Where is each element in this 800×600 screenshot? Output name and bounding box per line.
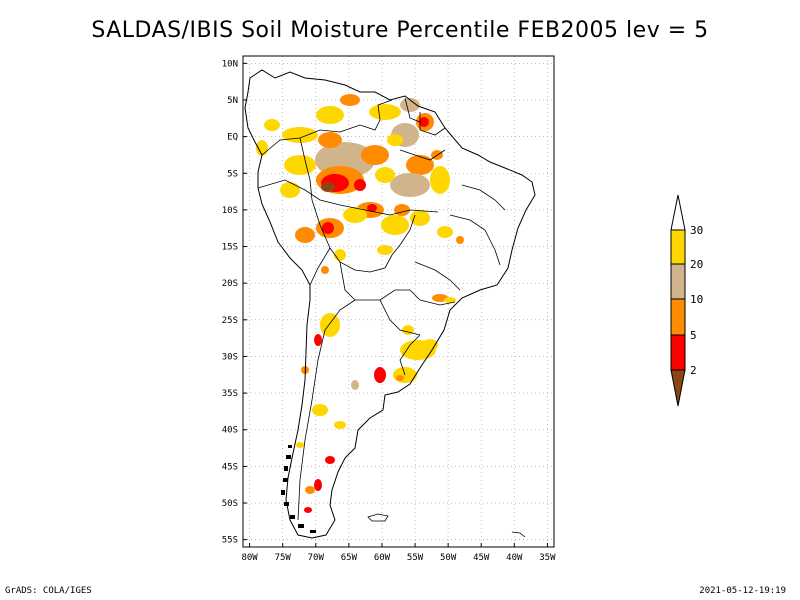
patch [354, 179, 366, 191]
lat-tick-label: 30S [222, 352, 238, 362]
patch [351, 380, 359, 390]
patch [437, 226, 453, 238]
lat-tick-label: 45S [222, 462, 238, 472]
colorbar-label: 20 [690, 258, 703, 271]
colorbar-segment [670, 229, 686, 265]
patch [367, 204, 377, 212]
patch [444, 297, 456, 303]
colorbar-segment [670, 369, 686, 407]
lat-tick-label: 15S [222, 243, 238, 253]
patch [406, 155, 434, 175]
colorbar-label: 5 [690, 329, 697, 342]
lat-tick-label: 50S [222, 499, 238, 509]
patch [396, 375, 404, 381]
footer-credit: GrADS: COLA/IGES [5, 586, 92, 596]
patch [390, 173, 430, 197]
lon-tick-label: 70W [308, 553, 325, 563]
lat-tick-label: 25S [222, 316, 238, 326]
soil-moisture-patches [256, 94, 464, 513]
patch [400, 98, 420, 112]
patch [305, 486, 315, 494]
lon-tick-label: 50W [440, 553, 457, 563]
south-georgia [511, 531, 526, 538]
colorbar-legend: 30 20 10 5 2 [670, 194, 703, 407]
lat-tick-label: EQ [227, 133, 238, 143]
lon-tick-label: 45W [473, 553, 490, 563]
patch [321, 266, 329, 274]
patch [296, 442, 304, 448]
lat-tick-label: 20S [222, 279, 238, 289]
lat-tick-label: 35S [222, 389, 238, 399]
patch [322, 222, 334, 234]
continent-outline [244, 69, 536, 539]
lon-tick-label: 75W [275, 553, 292, 563]
patch [334, 421, 346, 429]
lon-tick-label: 35W [539, 553, 556, 563]
colorbar-segment [670, 194, 686, 231]
patch [419, 117, 429, 127]
patch [314, 334, 322, 346]
colorbar-label: 30 [690, 224, 703, 237]
lat-tick-label: 10S [222, 206, 238, 216]
patch [284, 155, 316, 175]
chile-fjords [281, 445, 316, 533]
patch [280, 182, 300, 198]
lon-tick-label: 80W [241, 553, 258, 563]
country-borders [257, 97, 506, 521]
patch [312, 404, 328, 416]
patch [340, 94, 360, 106]
colorbar-label: 10 [690, 293, 703, 306]
lat-tick-label: 40S [222, 426, 238, 436]
patch [321, 182, 335, 192]
plot-frame [242, 55, 555, 548]
patch [361, 145, 389, 165]
patch [394, 204, 410, 216]
patch [264, 119, 280, 131]
lat-tick-label: 10N [222, 59, 238, 69]
patch [410, 210, 430, 226]
lat-tick-label: 55S [222, 536, 238, 546]
lon-tick-label: 60W [374, 553, 391, 563]
lat-tick-label: 5S [227, 169, 238, 179]
patch [456, 236, 464, 244]
lon-tick-label: 40W [506, 553, 523, 563]
gridlines [243, 56, 554, 547]
lat-tick-label: 5N [227, 96, 238, 106]
patch [282, 127, 318, 143]
colorbar-segment [670, 263, 686, 300]
patch [304, 507, 312, 513]
patch [343, 207, 367, 223]
footer-timestamp: 2021-05-12-19:19 [699, 586, 786, 596]
patch [374, 367, 386, 383]
patch [430, 166, 450, 194]
patch [334, 249, 346, 261]
patch [422, 339, 438, 351]
patch [314, 479, 322, 491]
patch [318, 132, 342, 148]
patch [377, 245, 393, 255]
lat-tick-labels: 10N 5N EQ 5S 10S 15S 20S 25S 30S 35S 40S 45S 50S 55S [222, 59, 238, 545]
patch [381, 215, 409, 235]
lon-tick-label: 55W [407, 553, 424, 563]
patch [316, 106, 344, 124]
plot-title: SALDAS/IBIS Soil Moisture Percentile FEB… [91, 18, 709, 43]
patch [375, 167, 395, 183]
colorbar-segment [670, 298, 686, 336]
falkland-islands [367, 513, 389, 522]
colorbar-label: 2 [690, 364, 697, 377]
patch [369, 104, 401, 120]
patch [325, 456, 335, 464]
patch [387, 134, 403, 146]
patch [295, 227, 315, 243]
patch [402, 325, 414, 335]
colorbar-segment [670, 334, 686, 371]
lon-tick-labels: 80W 75W 70W 65W 60W 55W 50W 45W 40W 35W [241, 553, 556, 563]
patch [320, 313, 340, 337]
lon-tick-label: 65W [341, 553, 358, 563]
